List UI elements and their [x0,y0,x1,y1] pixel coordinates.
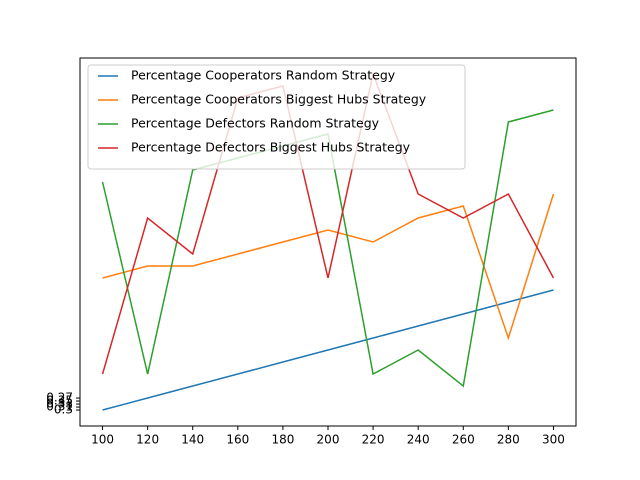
y-tick-label: 0.3 [54,403,73,417]
x-tick-label: 240 [407,433,430,447]
y-tick-label: 0.33 [46,397,73,411]
x-tick-label: 180 [271,433,294,447]
x-tick-label: 220 [362,433,385,447]
legend-label: Percentage Defectors Random Strategy [131,116,380,131]
series-line [102,289,554,411]
x-tick-label: 300 [542,433,565,447]
x-tick-label: 140 [181,433,204,447]
legend-box [87,64,466,170]
y-tick-label: 0.31 [46,400,73,414]
x-tick-label: 200 [317,433,340,447]
legend-label: Percentage Cooperators Biggest Hubs Stra… [131,92,427,107]
legend-label: Percentage Defectors Biggest Hubs Strate… [131,140,411,155]
series-line [102,193,555,341]
x-tick-label: 280 [497,433,520,447]
x-tick-label: 160 [226,433,249,447]
x-tick-label: 120 [136,433,159,447]
y-tick-label: 0.27 [46,391,73,405]
y-tick-label: 0.35 [46,394,73,408]
legend-label: Percentage Cooperators Random Strategy [131,68,396,83]
x-tick-label: 260 [452,433,475,447]
series-line [101,71,555,375]
x-tick-label: 100 [91,433,114,447]
